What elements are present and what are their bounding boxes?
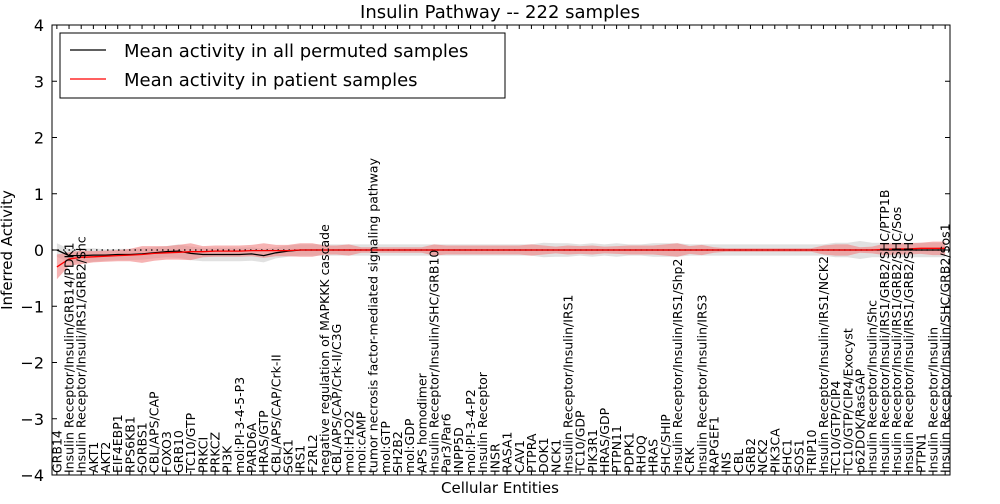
x-tick-label: PI3K (220, 445, 235, 473)
x-tick-label: TC10/GTP/CIP4 (828, 381, 843, 474)
x-tick-label: PTPRA (524, 433, 539, 473)
x-tick-label: Insulin Receptor/Insulin/SHC/GRB2/Sos1 (938, 223, 953, 473)
x-tick-label: Insulin Receptor (475, 371, 490, 473)
x-tick-label: HRAS (646, 439, 661, 473)
x-tick-label: Insulin Receptor/Insulin/Shc (865, 300, 880, 473)
x-tick-label: PTPN1 (913, 433, 928, 473)
x-tick-label: mol:GDP (402, 418, 417, 473)
y-tick-label: 1 (34, 185, 44, 204)
x-tick-label: TC10/GTP (183, 412, 198, 474)
x-tick-label: INPP5D (451, 427, 466, 473)
x-tick-label: GRB14 (49, 430, 64, 473)
x-tick-label: TC10/GDP (573, 410, 588, 474)
x-tick-label: SHC/SHIP (658, 414, 673, 473)
x-tick-label: HRAS/GTP (256, 410, 271, 473)
x-tick-label: Insulin Receptor/Insuli/IRS1/GRB2/Shc (74, 236, 89, 473)
x-tick-label: CBL/APS/CAP/Crk-II/C3G (329, 324, 344, 473)
x-tick-label: Insulin Receptor/Insulin/SHC/GRB10 (427, 250, 442, 473)
x-tick-label: PTPN11 (609, 425, 624, 473)
x-tick-label: GRB10 (171, 430, 186, 473)
x-tick-label: IRS1 (293, 445, 308, 473)
x-tick-label: Insulin Receptor/Insulin/IRS1 (560, 295, 575, 473)
x-tick-label: p62DOK/RasGAP (853, 368, 868, 473)
x-tick-label: Insulin Receptor/Insulin/IRS3 (694, 295, 709, 473)
legend-label-permuted: Mean activity in all permuted samples (124, 41, 468, 62)
x-tick-label: RPS6KB1 (122, 416, 137, 473)
x-tick-label: HRAS/GDP (597, 407, 612, 473)
x-tick-label: AKT1 (86, 442, 101, 473)
x-tick-label: NCK1 (548, 439, 563, 473)
x-tick-label: EIF4EBP1 (110, 414, 125, 473)
x-tick-label: mol:GTP (378, 421, 393, 473)
x-tick-label: Par3/Par6 (439, 413, 454, 473)
x-tick-label: TRIP10 (804, 430, 819, 474)
x-tick-label: FOXO3 (159, 431, 174, 473)
x-tick-label: SH2B2 (390, 431, 405, 473)
x-tick-label: Insulin Receptor/Insulin/GRB14/PDK1 (62, 242, 77, 473)
x-tick-label: CBL/APS/CAP (147, 391, 162, 473)
x-tick-label: Insulin Receptor/Insulin/IRS1/NCK2 (816, 256, 831, 473)
x-tick-label: CBL/APS/CAP/Crk-II (268, 354, 283, 473)
x-tick-label: mol:PI-3-4-5-P3 (232, 377, 247, 473)
x-tick-label: Insulin Receptor/Insuli/IRS1/GRB2/SHC/PT… (877, 190, 892, 473)
x-tick-label: INSR (487, 443, 502, 473)
x-tick-label: SOS1 (792, 439, 807, 473)
x-tick-label: RAPGEF1 (706, 416, 721, 473)
y-tick-label: 0 (34, 241, 44, 260)
x-tick-label: Insulin Receptor/Insulin (926, 327, 941, 473)
legend-box (59, 32, 506, 99)
x-tick-label: Insulin Receptor/Insuli/IRS1/GRB2/SHC/So… (889, 207, 904, 473)
y-tick-label: 2 (34, 129, 44, 148)
legend: Mean activity in all permuted samples Me… (59, 32, 506, 99)
x-tick-label: APS homodimer (414, 372, 429, 473)
x-tick-label: RASA1 (500, 432, 515, 473)
x-tick-label: DOK1 (536, 437, 551, 473)
x-tick-label: CBL (731, 449, 746, 473)
legend-label-patient: Mean activity in patient samples (124, 70, 418, 91)
x-tick-label: NCK2 (755, 439, 770, 473)
x-tick-label: PIK3CA (767, 428, 782, 473)
y-tick-label: −4 (20, 466, 44, 485)
x-tick-label: Insulin Receptor/Insuli/IRS1/GRB2/SHC (901, 233, 916, 473)
x-tick-label: CAV1 (512, 440, 527, 473)
chart-title: Insulin Pathway -- 222 samples (360, 2, 640, 23)
x-tick-label: AKT2 (98, 442, 113, 473)
series-lines (56, 247, 946, 268)
x-tick-label: INS (719, 452, 734, 473)
patient-mean-line (56, 247, 946, 268)
y-tick-label: −3 (20, 410, 44, 429)
x-tick-label: CRK (682, 447, 697, 473)
x-tick-label: mol:cAMP (354, 411, 369, 473)
x-tick-label: PIK3R1 (585, 429, 600, 473)
y-tick-label: −1 (20, 297, 44, 316)
x-tick-label: GRB2 (743, 438, 758, 473)
x-tick-label: mol:PI-3-4-P2 (463, 389, 478, 473)
y-tick-label: −2 (20, 354, 44, 373)
x-tick-label: PDPK1 (621, 432, 636, 473)
y-axis: −4 −3 −2 −1 0 1 2 3 4 (20, 16, 950, 485)
x-tick-label: PRKCI (195, 437, 210, 473)
x-tick-label: tumor necrosis factor-mediated signaling… (366, 157, 381, 473)
x-tick-label: mol:H2O2 (341, 410, 356, 473)
x-tick-label: PARD6A (244, 422, 259, 473)
x-tick-label: RHOQ (633, 435, 648, 473)
x-tick-label: TC10/GTP/CIP4/Exocyst (840, 328, 855, 474)
y-tick-label: 3 (34, 72, 44, 91)
x-tick-label: SGK1 (281, 439, 296, 473)
x-tick-label: Insulin Receptor/Insulin/IRS1/Shp2 (670, 259, 685, 473)
x-tick-label: F2RL2 (305, 434, 320, 473)
x-axis-label: Cellular Entities (441, 479, 559, 497)
x-tick-label: PRKCZ (208, 432, 223, 473)
x-tick-label: SORBS1 (135, 422, 150, 473)
x-tick-label: negative regulation of MAPKKK cascade (317, 224, 332, 473)
y-axis-label: Inferred Activity (0, 190, 16, 310)
x-tick-label: SHC1 (779, 439, 794, 473)
y-tick-label: 4 (34, 16, 44, 35)
